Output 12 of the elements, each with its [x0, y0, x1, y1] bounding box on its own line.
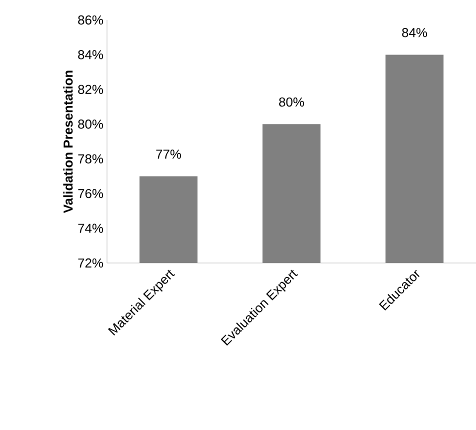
y-tick-label: 78%	[78, 154, 104, 164]
data-label: 77%	[156, 150, 182, 159]
y-tick-label: 80%	[78, 120, 104, 129]
data-label: 84%	[402, 28, 428, 38]
y-tick-label: 74%	[78, 224, 104, 233]
y-axis-title: Validation Presentation	[63, 70, 73, 214]
y-tick-label: 72%	[78, 258, 104, 268]
y-tick-label: 76%	[78, 188, 104, 198]
y-tick-label: 82%	[78, 84, 104, 94]
y-tick-label: 86%	[78, 15, 104, 25]
y-tick-label: 84%	[78, 50, 104, 60]
data-label: 80%	[279, 97, 304, 107]
